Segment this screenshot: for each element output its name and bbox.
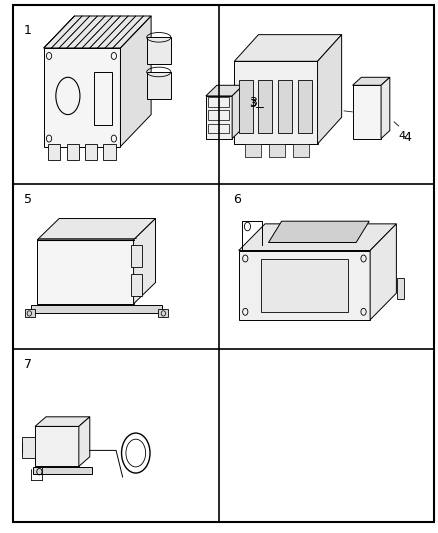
Polygon shape <box>318 35 342 144</box>
Bar <box>158 309 168 317</box>
Text: 1: 1 <box>24 24 32 37</box>
Bar <box>48 144 60 160</box>
Polygon shape <box>370 224 396 320</box>
Bar <box>298 80 312 133</box>
Polygon shape <box>120 16 151 147</box>
Bar <box>278 80 292 133</box>
Polygon shape <box>234 61 318 144</box>
Bar <box>208 97 229 107</box>
Bar <box>147 37 171 64</box>
Polygon shape <box>353 85 381 139</box>
Bar <box>22 437 35 458</box>
Bar <box>103 144 116 160</box>
Text: 4: 4 <box>403 131 411 143</box>
Bar <box>147 72 171 99</box>
Bar <box>269 144 285 157</box>
Text: 3: 3 <box>249 99 256 109</box>
Polygon shape <box>37 219 155 240</box>
Text: 6: 6 <box>233 193 241 206</box>
Bar <box>25 309 35 317</box>
Polygon shape <box>353 77 390 85</box>
Polygon shape <box>134 219 155 304</box>
Bar <box>131 245 142 266</box>
Bar <box>245 144 261 157</box>
Polygon shape <box>232 85 243 139</box>
Polygon shape <box>35 426 79 466</box>
Polygon shape <box>33 467 92 474</box>
Text: 4: 4 <box>399 131 406 141</box>
Polygon shape <box>239 251 370 320</box>
Bar <box>258 80 272 133</box>
Bar <box>85 144 97 160</box>
Bar <box>239 80 253 133</box>
Polygon shape <box>268 221 369 243</box>
Bar <box>208 124 229 133</box>
Bar <box>94 72 112 125</box>
Bar <box>131 274 142 296</box>
Polygon shape <box>35 417 90 426</box>
Bar <box>397 278 404 299</box>
Polygon shape <box>79 417 90 466</box>
Bar <box>293 144 309 157</box>
Text: 5: 5 <box>24 193 32 206</box>
Polygon shape <box>31 305 162 313</box>
Polygon shape <box>37 240 134 304</box>
Bar <box>208 110 229 120</box>
Text: 7: 7 <box>24 358 32 371</box>
Polygon shape <box>381 77 390 139</box>
Text: 3: 3 <box>249 96 257 109</box>
Polygon shape <box>44 48 120 147</box>
Polygon shape <box>206 96 232 139</box>
Polygon shape <box>234 35 342 61</box>
Polygon shape <box>239 224 396 251</box>
Bar <box>261 259 348 312</box>
Polygon shape <box>44 16 151 48</box>
Bar <box>67 144 79 160</box>
Polygon shape <box>206 85 243 96</box>
